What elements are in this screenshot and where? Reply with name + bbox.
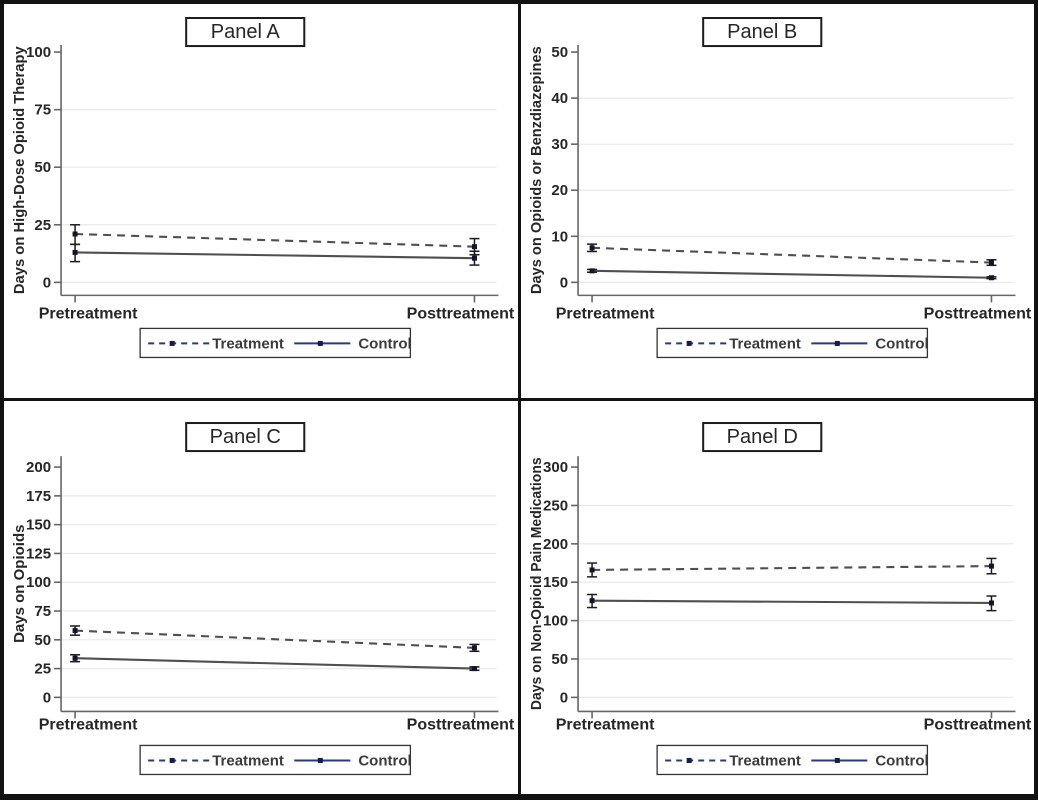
y-tick-label: 250 xyxy=(543,497,568,514)
legend-control-label: Control xyxy=(875,335,928,352)
x-label-pretreatment: Pretreatment xyxy=(39,716,138,733)
series-line-treatment xyxy=(591,564,991,571)
x-label-posttreatment: Posttreatment xyxy=(407,716,515,733)
y-tick-label: 150 xyxy=(543,574,568,591)
legend-treatment-label: Treatment xyxy=(729,335,801,352)
y-axis-label: Days on High-Dose Opioid Therapy xyxy=(11,46,28,294)
y-axis-label: Days on Opioids xyxy=(11,524,28,642)
y-tick-label: 20 xyxy=(551,182,568,199)
legend-control-label: Control xyxy=(358,752,411,769)
legend-treatment-marker xyxy=(686,757,692,763)
legend-treatment-label: Treatment xyxy=(212,752,284,769)
y-tick-label: 25 xyxy=(34,217,51,234)
y-tick-label: 0 xyxy=(559,689,567,706)
legend-control-label: Control xyxy=(875,752,928,769)
panel-a-chart: 0 25 50 75 100 Pretreatment Posttreatment Days … xyxy=(11,17,515,359)
legend-control-marker xyxy=(317,757,323,763)
data-point-marker xyxy=(471,255,477,261)
y-tick-label: 50 xyxy=(34,631,51,648)
data-point-marker xyxy=(589,566,595,572)
x-label-posttreatment: Posttreatment xyxy=(407,305,515,322)
data-point-marker xyxy=(988,599,994,605)
data-point-marker xyxy=(589,597,595,603)
panel-title-box xyxy=(701,17,822,48)
x-label-pretreatment: Pretreatment xyxy=(555,305,654,322)
y-tick-label: 75 xyxy=(34,603,51,620)
panel-c: 0 25 50 75 100 125 150 175 200 Pretreatment Posttr… xyxy=(4,400,518,794)
data-point-marker xyxy=(589,245,595,251)
panel-c-chart: 0 25 50 75 100 125 150 175 200 Pretreatment Posttr… xyxy=(11,421,515,775)
data-point-marker xyxy=(72,655,78,661)
x-label-posttreatment: Posttreatment xyxy=(923,305,1031,322)
series-line-control xyxy=(591,269,991,279)
legend-control-label: Control xyxy=(358,335,411,352)
y-tick-label: 100 xyxy=(26,574,51,591)
panel-grid: 0 25 50 75 100 Pretreatment Posttreatment Days … xyxy=(4,4,1034,794)
y-tick-label: 0 xyxy=(43,689,51,706)
panel-title-box xyxy=(185,17,306,48)
y-axis-label: Days on Non-Opioid Pain Medications xyxy=(528,457,545,710)
y-tick-label: 300 xyxy=(543,459,568,476)
series-line-control xyxy=(75,656,475,670)
legend-treatment-marker xyxy=(169,757,175,763)
data-point-marker xyxy=(988,563,994,569)
y-axis-label: Days on Opioids or Benzdiazepines xyxy=(528,46,545,294)
data-point-marker xyxy=(988,275,994,281)
panel-d: 0 50 100 150 200 250 300 Pretreatment Posttreatm… xyxy=(520,400,1034,794)
panel-title-box xyxy=(701,421,822,452)
data-point-marker xyxy=(471,665,477,671)
x-label-pretreatment: Pretreatment xyxy=(555,716,654,733)
legend-treatment-marker xyxy=(169,340,175,346)
y-tick-label: 175 xyxy=(26,487,51,504)
legend-treatment-label: Treatment xyxy=(729,752,801,769)
y-tick-label: 200 xyxy=(543,535,568,552)
panel-b-chart: 0 10 20 30 40 50 Pretreatment Posttreatment Days… xyxy=(528,17,1031,359)
series-line-treatment xyxy=(75,232,475,248)
series-line-control xyxy=(75,251,475,260)
y-tick-label: 100 xyxy=(543,612,568,629)
y-tick-label: 50 xyxy=(551,44,568,61)
legend-treatment-label: Treatment xyxy=(212,335,284,352)
panel-d-chart: 0 50 100 150 200 250 300 Pretreatment Posttreatm… xyxy=(528,421,1031,775)
panel-title: Panel A xyxy=(211,21,281,43)
data-point-marker xyxy=(471,244,477,250)
legend-control-marker xyxy=(317,340,323,346)
y-tick-label: 30 xyxy=(551,136,568,153)
y-tick-label: 50 xyxy=(34,159,51,176)
panel-title: Panel B xyxy=(727,21,797,43)
y-tick-label: 0 xyxy=(559,274,567,291)
data-point-marker xyxy=(72,231,78,237)
y-tick-label: 100 xyxy=(26,44,51,61)
y-tick-label: 50 xyxy=(551,650,568,667)
y-tick-label: 75 xyxy=(34,102,51,119)
data-point-marker xyxy=(72,627,78,633)
y-tick-label: 25 xyxy=(34,660,51,677)
y-tick-label: 125 xyxy=(26,545,51,562)
y-tick-label: 10 xyxy=(551,228,568,245)
data-point-marker xyxy=(589,268,595,274)
x-label-posttreatment: Posttreatment xyxy=(923,716,1031,733)
panel-a: 0 25 50 75 100 Pretreatment Posttreatment Days … xyxy=(4,4,518,398)
panel-title: Panel D xyxy=(726,426,797,448)
panel-title-box xyxy=(185,421,306,452)
series-line-control xyxy=(591,599,991,604)
legend-control-marker xyxy=(834,757,840,763)
y-tick-label: 200 xyxy=(26,459,51,476)
data-point-marker xyxy=(988,260,994,266)
legend-control-marker xyxy=(834,340,840,346)
legend-treatment-marker xyxy=(686,340,692,346)
series-line-treatment xyxy=(591,246,991,264)
y-tick-label: 0 xyxy=(43,274,51,291)
panel-b: 0 10 20 30 40 50 Pretreatment Posttreatment Days… xyxy=(520,4,1034,398)
data-point-marker xyxy=(471,644,477,650)
series-line-treatment xyxy=(75,629,475,649)
x-label-pretreatment: Pretreatment xyxy=(39,305,138,322)
panel-title: Panel C xyxy=(210,426,281,448)
y-tick-label: 150 xyxy=(26,516,51,533)
data-point-marker xyxy=(72,249,78,255)
y-tick-label: 40 xyxy=(551,90,568,107)
